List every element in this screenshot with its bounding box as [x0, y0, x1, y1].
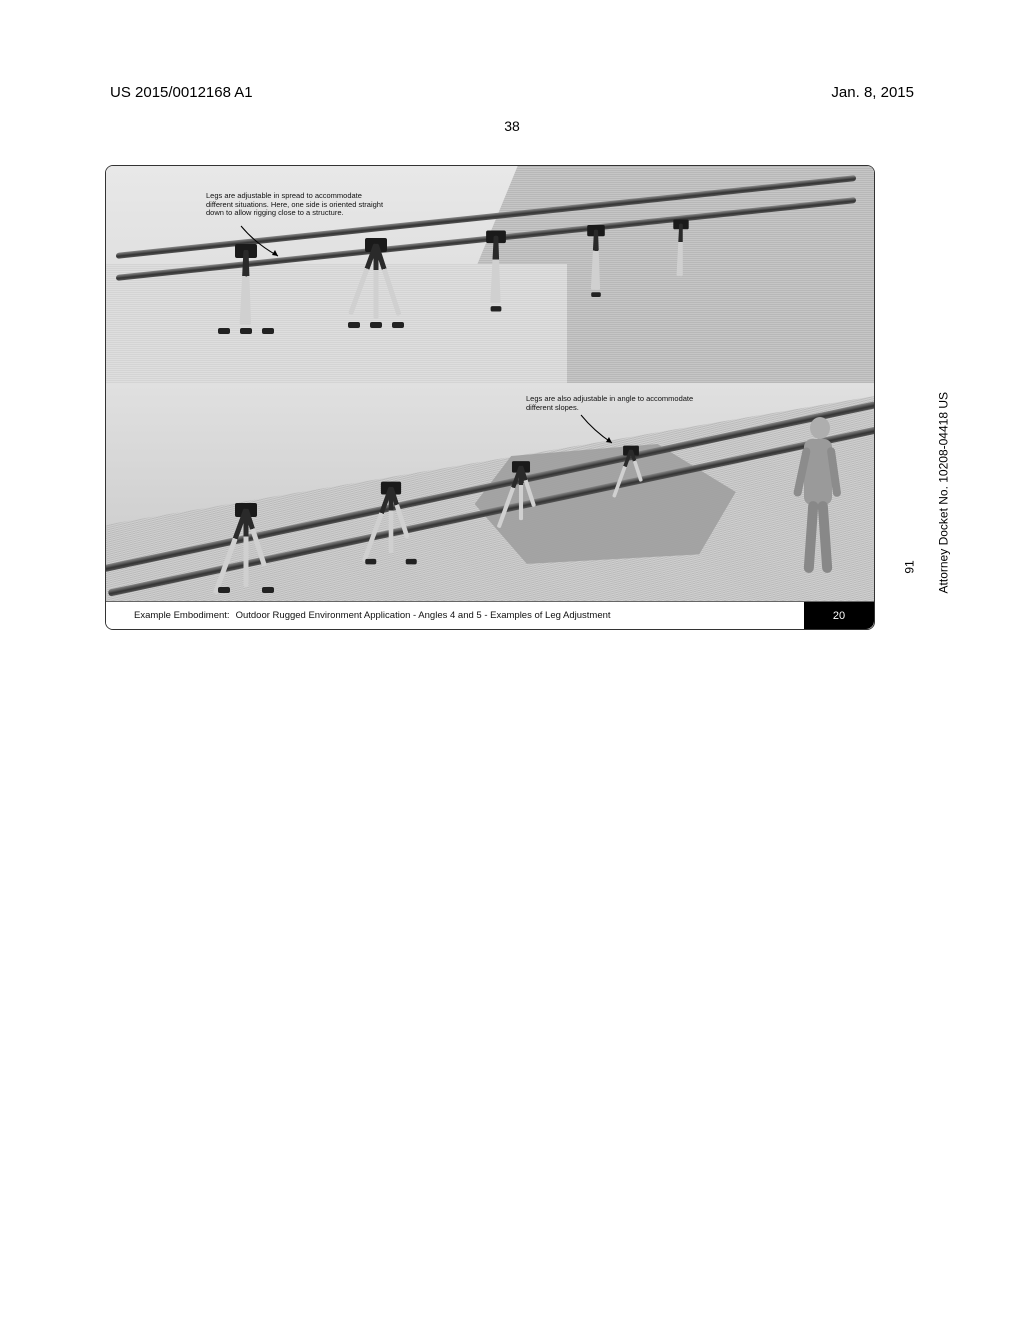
- human-figure: [790, 409, 846, 579]
- human-leg: [818, 501, 833, 574]
- tripod-foot: [591, 292, 601, 297]
- tripod-foot: [218, 328, 230, 334]
- caption-bar: Example Embodiment: Outdoor Rugged Envir…: [106, 601, 874, 629]
- tripod-stand: [216, 503, 276, 593]
- tripod-foot: [491, 306, 502, 311]
- tripod-leg-icon: [612, 449, 633, 498]
- figure-panel-top: Legs are adjustable in spread to accommo…: [106, 166, 874, 383]
- sheet-number: 38: [504, 118, 520, 134]
- caption-text: Example Embodiment: Outdoor Rugged Envir…: [106, 602, 804, 629]
- tripod-stand: [469, 231, 523, 312]
- tripod-stand: [363, 482, 418, 565]
- tripod-foot: [406, 559, 417, 565]
- tripod-stand: [496, 461, 545, 535]
- tripod-foot: [218, 587, 230, 593]
- caption-prefix: Example Embodiment:: [134, 610, 230, 621]
- tripod-stand: [609, 446, 652, 511]
- page-header: US 2015/0012168 A1 Jan. 8, 2015: [0, 84, 1024, 101]
- tripod-foot: [365, 559, 376, 565]
- human-head: [810, 417, 830, 439]
- tripod-foot: [262, 587, 274, 593]
- human-leg: [804, 501, 819, 574]
- tripod-stand: [346, 238, 406, 328]
- tripod-stand: [216, 244, 276, 334]
- attorney-docket: Attorney Docket No. 10208-04418 US: [936, 392, 950, 593]
- annotation-top: Legs are adjustable in spread to accommo…: [206, 192, 386, 218]
- tripod-foot: [370, 322, 382, 328]
- slide-number-badge: 20: [804, 602, 874, 629]
- publication-number: US 2015/0012168 A1: [110, 84, 253, 101]
- figure-panel-bottom: Legs are also adjustable in angle to acc…: [106, 383, 874, 601]
- publication-date: Jan. 8, 2015: [831, 84, 914, 101]
- side-page-number: 91: [902, 560, 916, 573]
- tripod-foot: [392, 322, 404, 328]
- tripod-foot: [240, 328, 252, 334]
- caption-body: Outdoor Rugged Environment Application -…: [236, 610, 611, 621]
- figure-slide: Legs are adjustable in spread to accommo…: [105, 165, 875, 630]
- tripod-stand: [572, 225, 620, 297]
- tripod-foot: [348, 322, 360, 328]
- tripod-foot: [262, 328, 274, 334]
- tripod-stand: [660, 220, 702, 283]
- annotation-bottom: Legs are also adjustable in angle to acc…: [526, 395, 706, 412]
